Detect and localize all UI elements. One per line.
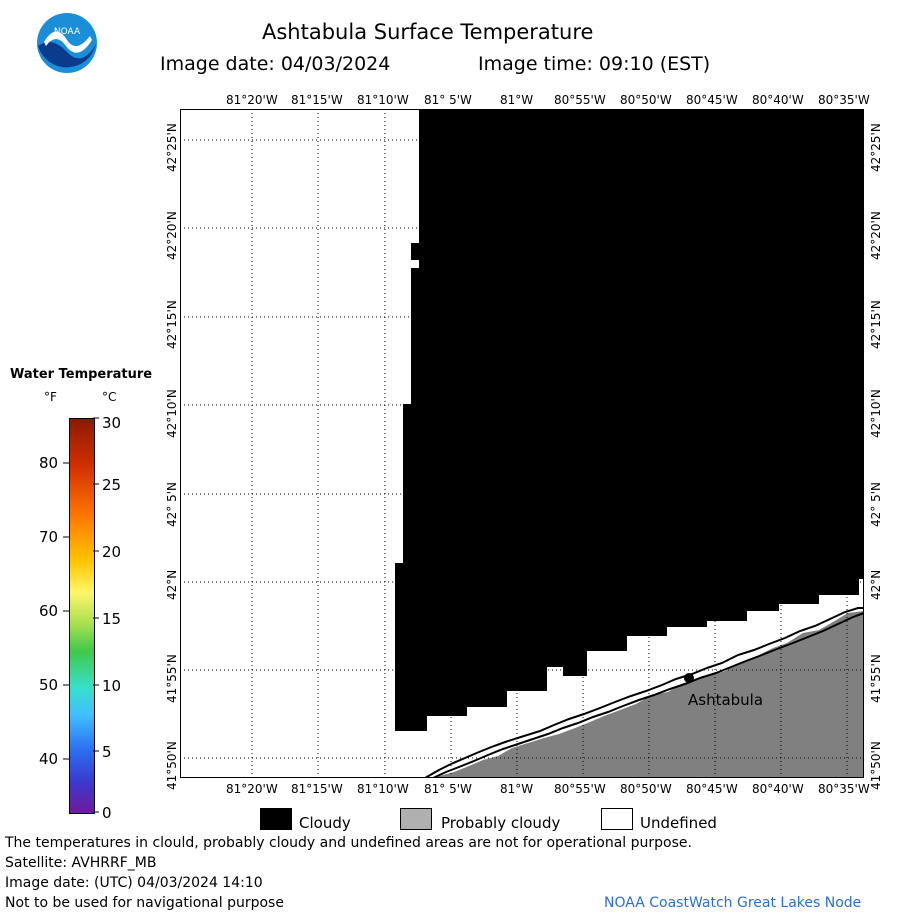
colorbar-title: Water Temperature xyxy=(10,367,153,382)
footer-satellite: Satellite: AVHRRF_MB xyxy=(5,855,157,871)
lat-tick: 41°55'N xyxy=(165,654,179,703)
legend-label-probably-cloudy: Probably cloudy xyxy=(441,814,561,832)
lat-tick: 42° 5'N xyxy=(869,482,883,527)
image-date: Image date: 04/03/2024 xyxy=(160,53,391,75)
colorbar-f-tick: 70 xyxy=(39,528,59,546)
colorbar xyxy=(69,418,95,814)
page-title: Ashtabula Surface Temperature xyxy=(262,20,594,44)
lon-tick: 80°50'W xyxy=(620,782,672,796)
colorbar-f-tick: 40 xyxy=(39,750,59,768)
lon-tick: 80°45'W xyxy=(686,93,738,107)
lon-tick: 80°40'W xyxy=(752,782,804,796)
satellite-map xyxy=(180,109,864,778)
lat-tick: 42°20'N xyxy=(165,211,179,260)
lon-tick: 80°45'W xyxy=(686,782,738,796)
colorbar-c-tick: 25 xyxy=(102,476,122,494)
footer-utc-date: Image date: (UTC) 04/03/2024 14:10 xyxy=(5,875,263,891)
lon-tick: 81°10'W xyxy=(357,93,409,107)
lon-tick: 80°35'W xyxy=(818,782,870,796)
legend-label-undefined: Undefined xyxy=(640,814,717,832)
lon-tick: 81°W xyxy=(500,782,534,796)
colorbar-c-tick: 0 xyxy=(102,804,112,822)
lat-tick: 42°25'N xyxy=(869,123,883,172)
lon-tick: 81°10'W xyxy=(357,782,409,796)
lon-tick: 80°55'W xyxy=(554,93,606,107)
lon-tick: 80°50'W xyxy=(620,93,672,107)
lat-tick: 42° 5'N xyxy=(165,482,179,527)
colorbar-f-tick: 80 xyxy=(39,454,59,472)
legend-swatch-probably-cloudy xyxy=(400,808,432,830)
image-time: Image time: 09:10 (EST) xyxy=(478,53,711,75)
lon-tick: 80°55'W xyxy=(554,782,606,796)
lat-tick: 42°20'N xyxy=(869,211,883,260)
cloud-mask xyxy=(395,109,864,731)
lon-tick: 81° 5'W xyxy=(424,93,472,107)
shoreline xyxy=(424,607,864,778)
colorbar-c-tick: 15 xyxy=(102,610,122,628)
lon-tick: 81° 5'W xyxy=(424,782,472,796)
lat-tick: 42°25'N xyxy=(165,123,179,172)
lat-tick: 42°N xyxy=(869,569,883,600)
lat-tick: 41°50'N xyxy=(869,741,883,790)
lon-tick: 80°40'W xyxy=(752,93,804,107)
colorbar-c-tick: 10 xyxy=(102,677,122,695)
lon-tick: 81°20'W xyxy=(226,782,278,796)
colorbar-f-tick: 50 xyxy=(39,676,59,694)
probably-cloudy-area xyxy=(433,611,864,778)
lat-tick: 42°15'N xyxy=(165,300,179,349)
legend-swatch-undefined xyxy=(601,808,633,830)
colorbar-c-tick: 30 xyxy=(102,414,122,432)
lat-tick: 42°10'N xyxy=(869,389,883,438)
lat-tick: 41°55'N xyxy=(869,654,883,703)
legend-label-cloudy: Cloudy xyxy=(299,814,351,832)
footer-navigation-note: Not to be used for navigational purpose xyxy=(5,895,284,911)
colorbar-ticks xyxy=(63,417,99,813)
legend-swatch-cloudy xyxy=(260,808,292,830)
lat-tick: 42°10'N xyxy=(165,389,179,438)
colorbar-f-tick: 60 xyxy=(39,602,59,620)
lon-tick: 81°W xyxy=(500,93,534,107)
footer-credit: NOAA CoastWatch Great Lakes Node xyxy=(604,895,862,911)
colorbar-c-tick: 20 xyxy=(102,543,122,561)
lat-tick: 41°50'N xyxy=(165,741,179,790)
lat-tick: 42°15'N xyxy=(869,300,883,349)
ashtabula-label: Ashtabula xyxy=(688,691,764,709)
lon-tick: 81°20'W xyxy=(226,93,278,107)
colorbar-unit-c: °C xyxy=(102,390,117,404)
logo-text: NOAA xyxy=(54,27,81,37)
lon-tick: 81°15'W xyxy=(291,93,343,107)
footer-disclaimer: The temperatures in clould, probably clo… xyxy=(5,835,692,851)
lon-tick: 80°35'W xyxy=(818,93,870,107)
lon-tick: 81°15'W xyxy=(291,782,343,796)
colorbar-unit-f: °F xyxy=(44,390,57,404)
noaa-logo: NOAA xyxy=(36,12,98,74)
ashtabula-marker xyxy=(684,673,694,683)
colorbar-c-tick: 5 xyxy=(102,743,112,761)
lat-tick: 42°N xyxy=(165,569,179,600)
